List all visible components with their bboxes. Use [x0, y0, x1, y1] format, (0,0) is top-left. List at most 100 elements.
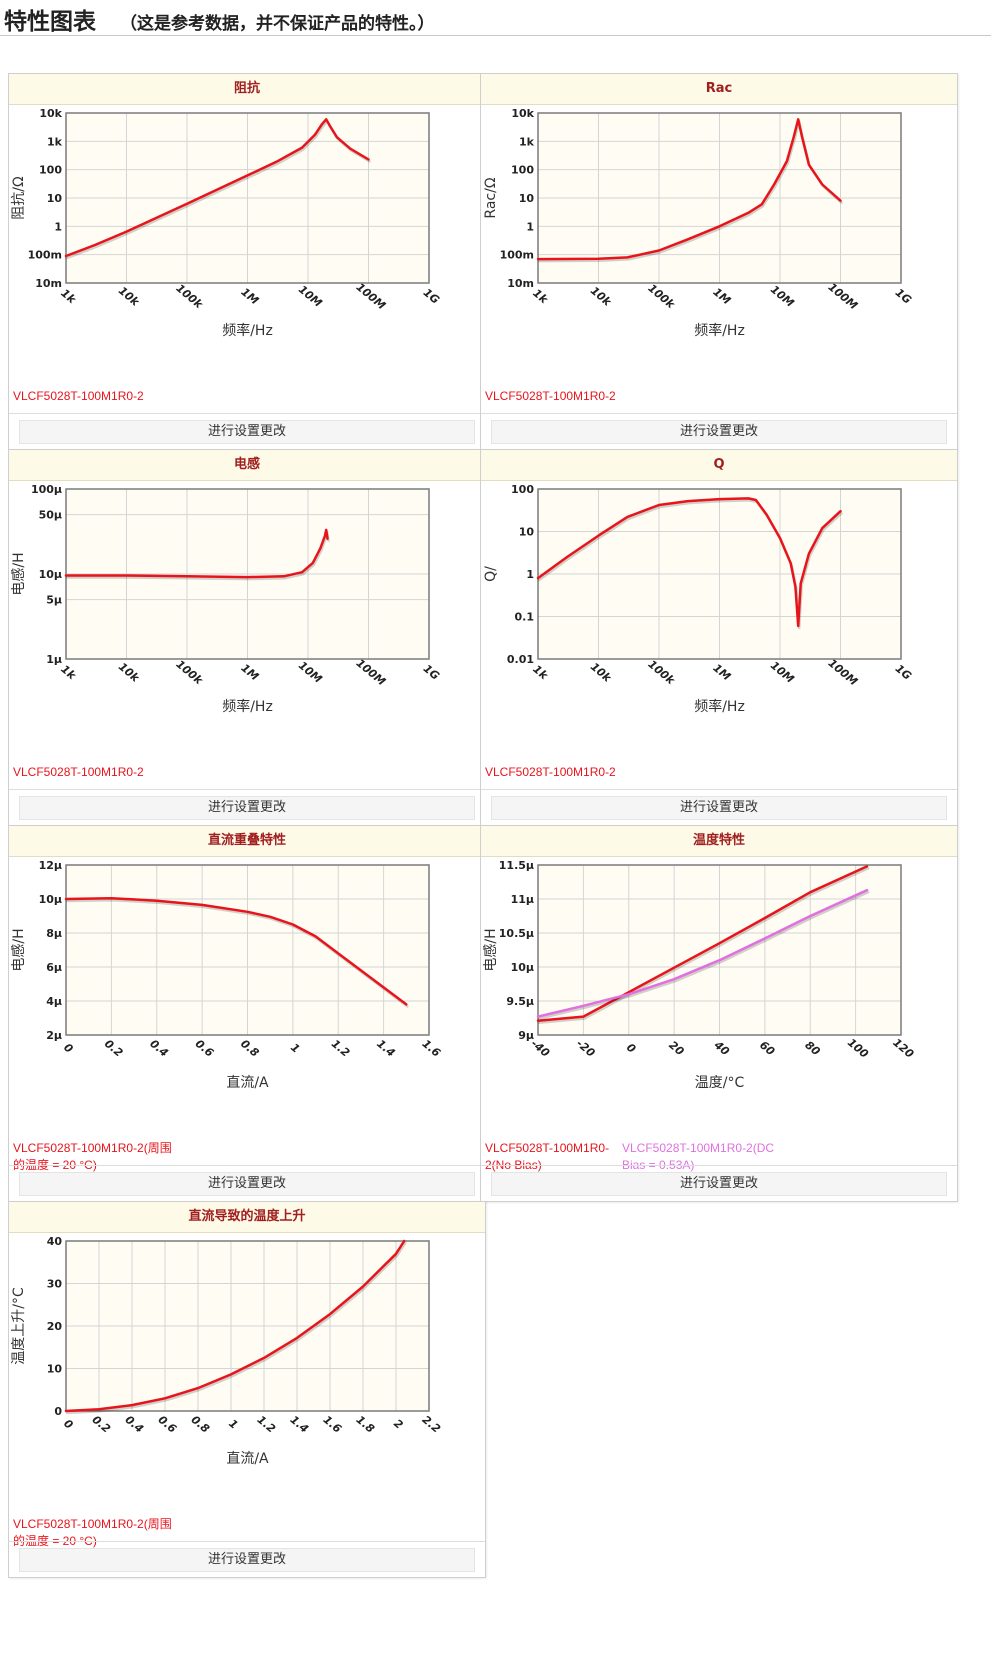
y-tick-label: 2µ — [46, 1029, 62, 1042]
y-axis-title: Rac/Ω — [483, 177, 499, 218]
y-axis-title: Q/ — [483, 566, 499, 582]
y-axis-title: 阻抗/Ω — [11, 176, 27, 220]
y-tick-label: 6µ — [46, 961, 62, 974]
chart-panel-temperature: 温度特性 11.5µ 11µ 10.5µ 10µ 9.5µ 9µ -40 -20 0 20 40 60… — [480, 825, 958, 1202]
x-tick-label: 100 — [845, 1036, 871, 1061]
series-label: VLCF5028T-100M1R0-2 — [485, 765, 616, 779]
chart-title: Rac — [481, 74, 957, 105]
panel-divider — [481, 789, 957, 790]
panel-divider — [9, 1541, 485, 1542]
y-tick-label: 9µ — [518, 1029, 534, 1042]
x-tick-label: 100k — [173, 658, 205, 688]
x-tick-label: 100k — [645, 282, 677, 312]
plot-frame — [65, 864, 430, 1036]
y-tick-label: 10 — [47, 192, 63, 205]
chart-title: 直流重叠特性 — [9, 826, 485, 857]
panel-divider — [9, 413, 485, 414]
y-tick-label: 100 — [511, 164, 534, 177]
x-tick-label: 1G — [421, 286, 442, 307]
y-tick-label: 30 — [47, 1278, 63, 1291]
x-tick-label: 1.4 — [374, 1037, 397, 1059]
series-label: VLCF5028T-100M1R0-2(DC Bias = 0.53A) — [622, 1141, 775, 1172]
x-tick-label: 0.2 — [102, 1037, 126, 1060]
x-tick-label: 1M — [238, 285, 261, 307]
settings-change-button[interactable]: 进行设置更改 — [19, 1172, 475, 1196]
panel-divider — [9, 789, 485, 790]
x-axis-title: 频率/Hz — [694, 698, 745, 715]
x-tick-label: 10k — [588, 284, 614, 309]
chart-panel-inductance: 电感 100µ 50µ 10µ 5µ 1µ 1k 10k 100k 1M 10M 100M 1G 频率/… — [8, 449, 486, 826]
x-tick-label: 120 — [890, 1036, 916, 1061]
series-label: VLCF5028T-100M1R0-2 — [13, 389, 144, 403]
y-tick-label: 1 — [526, 220, 534, 233]
series-label: VLCF5028T-100M1R0-2(No Bias) — [485, 1141, 610, 1172]
chart-title: 温度特性 — [481, 826, 957, 857]
chart-temp-rise: 40 30 20 10 00 0.2 0.4 0.6 0.8 1 1.2 1.4 1.6 1.8 2 2.2 直… — [11, 1235, 444, 1467]
y-tick-label: 100m — [28, 249, 62, 262]
y-tick-label: 11µ — [511, 893, 534, 906]
y-tick-label: 100 — [39, 164, 62, 177]
settings-change-button[interactable]: 进行设置更改 — [19, 1548, 475, 1572]
x-tick-label: 100M — [354, 280, 388, 312]
settings-change-button[interactable]: 进行设置更改 — [19, 420, 475, 444]
y-tick-label: 0.1 — [515, 611, 535, 624]
plot-frame — [537, 864, 902, 1036]
chart-title: Q — [481, 450, 957, 481]
series-shadow — [537, 890, 870, 1020]
y-tick-label: 10k — [511, 107, 534, 120]
y-tick-label: 100m — [500, 249, 534, 262]
x-tick-label: 1.8 — [354, 1413, 378, 1436]
y-tick-label: 40 — [47, 1235, 63, 1248]
y-axis-title: 电感/H — [482, 928, 499, 971]
series-shadow — [537, 867, 870, 1024]
series-label: VLCF5028T-100M1R0-2(周围的温度 = 20 °C) — [13, 1141, 172, 1172]
x-tick-label: 10M — [296, 659, 325, 686]
x-tick-label: 10k — [116, 660, 142, 685]
y-tick-label: 50µ — [39, 509, 62, 522]
y-tick-label: 10m — [35, 277, 62, 290]
x-tick-label: 2 — [391, 1417, 405, 1432]
page-note: （这是参考数据，并不保证产品的特性。） — [120, 14, 435, 34]
series-line — [64, 896, 408, 1006]
x-tick-label: 0.6 — [156, 1413, 180, 1436]
x-tick-label: 1.4 — [288, 1413, 311, 1435]
y-tick-label: 10µ — [39, 568, 62, 581]
x-tick-label: 1G — [421, 662, 442, 683]
y-tick-label: 1k — [519, 135, 535, 148]
x-tick-label: 0.2 — [90, 1413, 114, 1436]
x-axis-title: 直流/A — [226, 1074, 269, 1091]
settings-change-button[interactable]: 进行设置更改 — [19, 796, 475, 820]
plot-frame — [65, 112, 430, 284]
x-tick-label: 0.4 — [147, 1037, 170, 1059]
x-axis-title: 频率/Hz — [222, 698, 273, 715]
x-tick-label: 1 — [226, 1417, 240, 1432]
x-tick-label: 1G — [893, 286, 914, 307]
x-tick-label: 10k — [116, 284, 142, 309]
x-tick-label: 1M — [238, 661, 261, 683]
panel-divider — [9, 1165, 485, 1166]
y-tick-label: 10 — [47, 1363, 63, 1376]
x-tick-label: 100k — [645, 658, 677, 688]
y-tick-label: 10 — [519, 192, 535, 205]
x-axis-title: 温度/°C — [695, 1075, 745, 1091]
series-label: VLCF5028T-100M1R0-2(周围的温度 = 20 °C) — [13, 1517, 172, 1548]
y-tick-label: 1µ — [46, 653, 62, 666]
settings-change-button[interactable]: 进行设置更改 — [491, 796, 947, 820]
settings-change-button[interactable]: 进行设置更改 — [491, 420, 947, 444]
y-axis-title: 电感/H — [10, 928, 27, 971]
x-tick-label: 1G — [893, 662, 914, 683]
chart-panel-dc-bias: 直流重叠特性 12µ 10µ 8µ 6µ 4µ 2µ 0 0.2 0.4 0.6 0.8 1 1.2 1.… — [8, 825, 486, 1202]
y-tick-label: 1 — [526, 568, 534, 581]
x-tick-label: 1.6 — [321, 1413, 345, 1436]
x-tick-label: 0 — [61, 1041, 75, 1056]
x-tick-label: 2.2 — [420, 1413, 444, 1436]
settings-change-button[interactable]: 进行设置更改 — [491, 1172, 947, 1196]
series-line — [64, 118, 370, 258]
y-tick-label: 4µ — [46, 995, 62, 1008]
x-tick-label: 80 — [802, 1038, 822, 1058]
series-line — [64, 528, 329, 579]
series-label: VLCF5028T-100M1R0-2 — [13, 765, 144, 779]
